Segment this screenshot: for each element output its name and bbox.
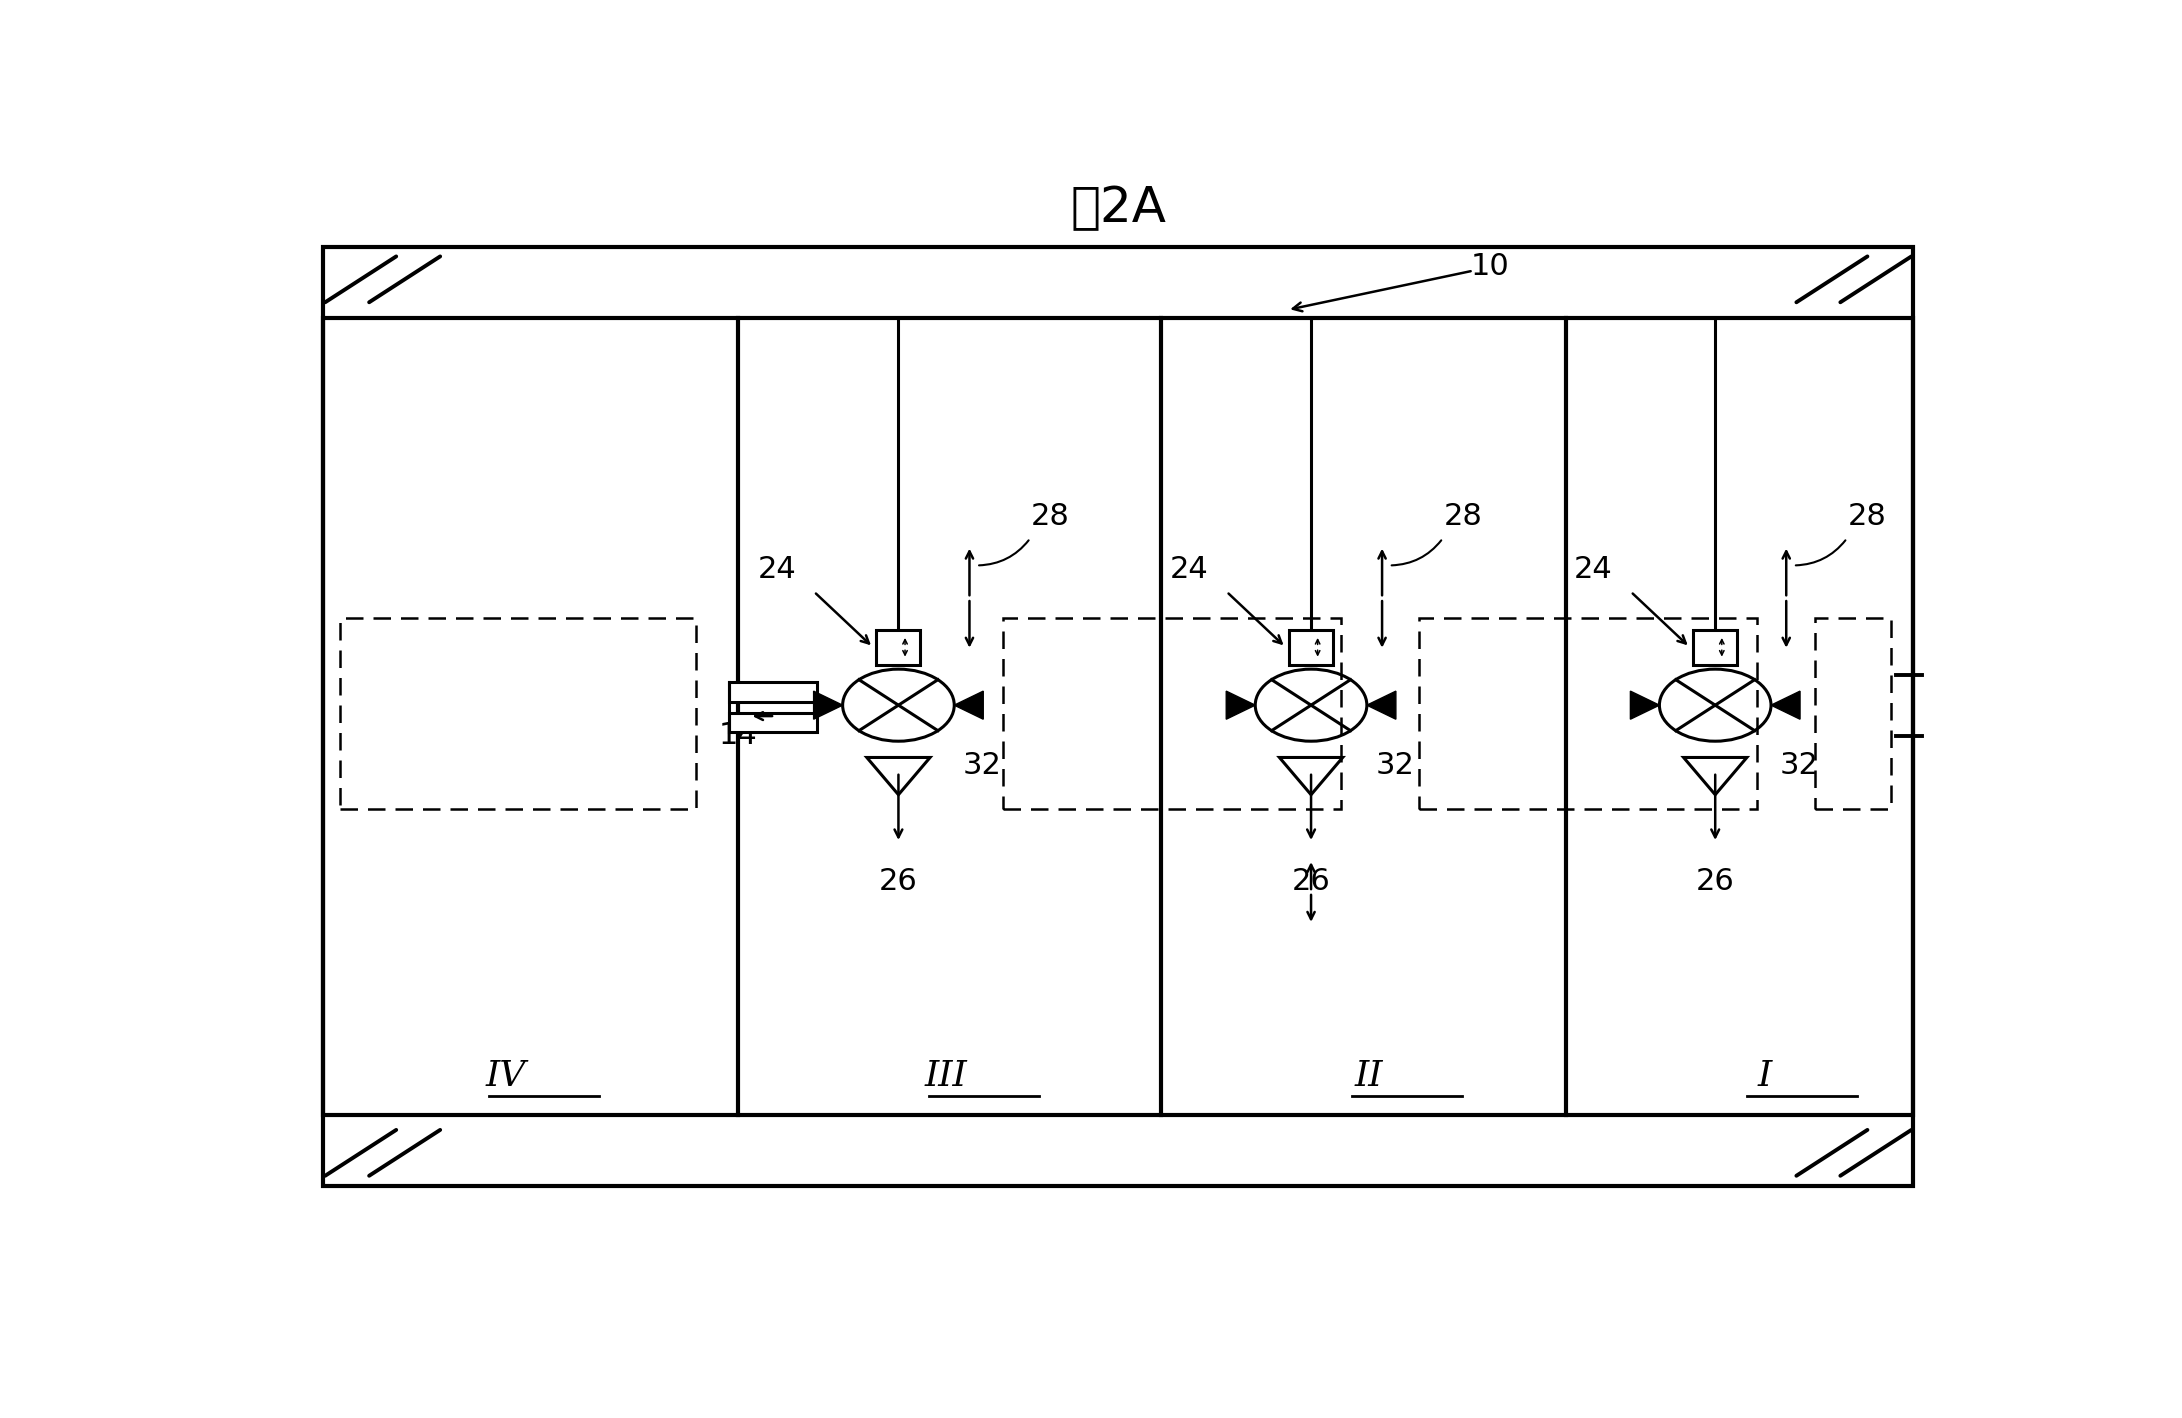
Text: 24: 24 [1573,556,1612,584]
Bar [1815,618,1892,808]
Polygon shape [954,691,984,719]
Bar [1418,618,1757,808]
Polygon shape [1685,757,1748,794]
Text: 26: 26 [1292,866,1331,896]
Text: 图2A: 图2A [1071,184,1165,233]
Text: 26: 26 [879,866,919,896]
Polygon shape [1279,757,1342,794]
Bar [729,713,818,733]
Bar [1290,630,1333,665]
Polygon shape [1366,691,1396,719]
Polygon shape [1772,691,1800,719]
Text: IV: IV [487,1059,526,1093]
Text: 24: 24 [1170,556,1209,584]
Text: 32: 32 [962,752,1002,780]
Text: 26: 26 [1695,866,1735,896]
Text: 24: 24 [757,556,796,584]
Text: I: I [1757,1059,1772,1093]
Bar [729,682,818,702]
Bar [1004,618,1342,808]
Bar [323,247,1914,1185]
Text: III: III [925,1059,967,1093]
Polygon shape [1630,691,1658,719]
Text: 32: 32 [1375,752,1414,780]
Polygon shape [1226,691,1255,719]
Text: 28: 28 [1848,502,1887,530]
Bar [1693,630,1737,665]
Text: 14: 14 [718,722,757,750]
Bar [340,618,696,808]
Text: 28: 28 [1444,502,1484,530]
Bar [323,318,1914,1115]
Polygon shape [866,757,930,794]
Text: 10: 10 [1471,252,1510,281]
Text: II: II [1355,1059,1383,1093]
Text: 32: 32 [1781,752,1818,780]
Bar [877,630,921,665]
Polygon shape [814,691,842,719]
Text: 28: 28 [1032,502,1069,530]
